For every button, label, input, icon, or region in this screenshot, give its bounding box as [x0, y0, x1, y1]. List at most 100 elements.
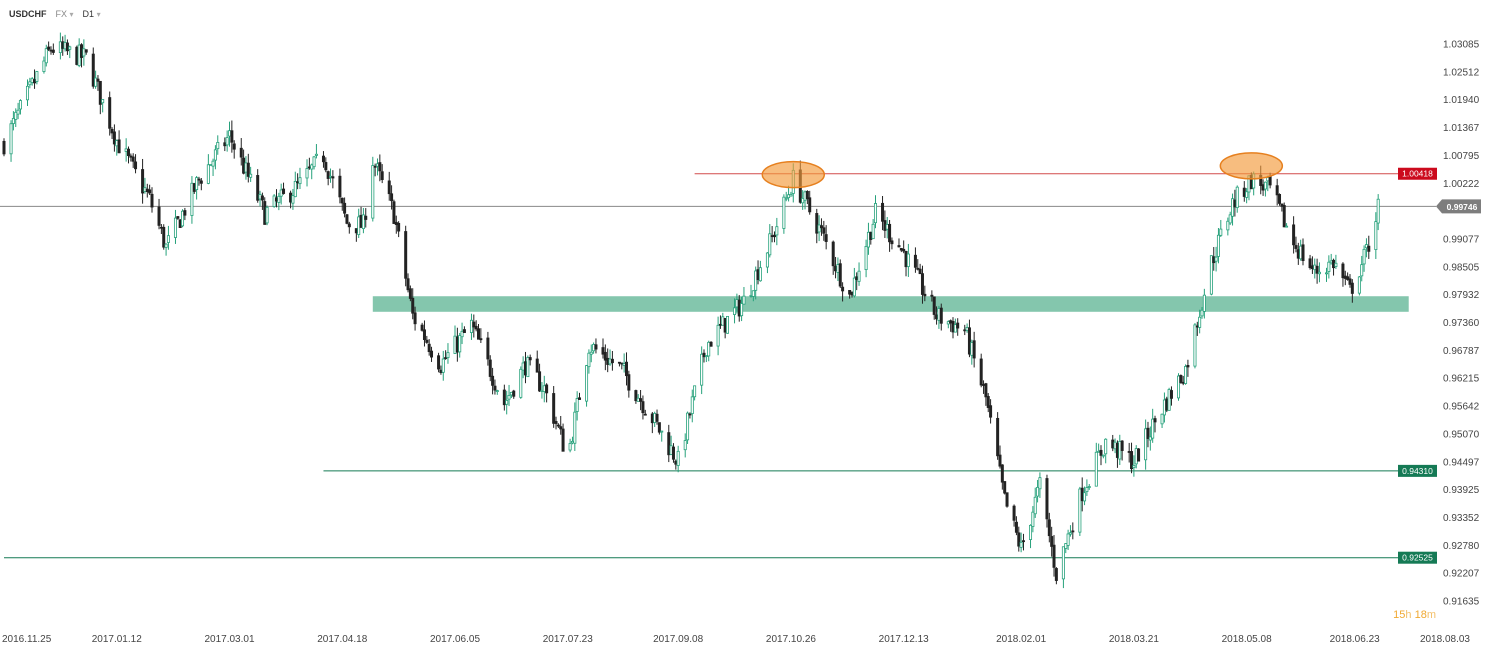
candle-body — [225, 137, 229, 146]
candle-body — [378, 162, 382, 172]
candle-body — [1012, 505, 1016, 521]
candle-body — [345, 214, 349, 224]
symbol-label[interactable]: USDCHF — [9, 9, 47, 19]
candle-body — [1080, 487, 1084, 502]
candle-body — [589, 351, 593, 355]
candle-body — [737, 299, 741, 317]
candle-body — [1162, 399, 1166, 416]
candle-body — [805, 191, 809, 200]
candle-body — [890, 240, 894, 245]
candle-body — [1332, 259, 1336, 269]
candle-body — [946, 321, 950, 325]
candle-body — [94, 77, 98, 87]
candle-body — [68, 46, 72, 50]
x-tick-label: 2018.02.01 — [996, 634, 1046, 645]
candle-body — [213, 149, 217, 161]
candle-body — [970, 342, 974, 356]
candle-body — [387, 180, 391, 195]
candle-body — [989, 405, 993, 418]
candle-body — [260, 195, 264, 201]
candle-body — [124, 148, 128, 152]
candle-body — [617, 361, 621, 364]
candle-body — [1313, 264, 1317, 271]
x-tick-label: 2017.01.12 — [92, 634, 142, 645]
candle-body — [972, 340, 976, 359]
timeframe-selector[interactable]: D1 ▾ — [83, 9, 101, 19]
candle-body — [1242, 187, 1246, 197]
y-tick-label: 0.92207 — [1443, 569, 1480, 580]
candle-body — [930, 294, 934, 297]
x-tick-label: 2018.08.03 — [1420, 634, 1470, 645]
candle-body — [9, 123, 13, 155]
support-price-tag — [1398, 551, 1437, 564]
y-tick-label: 0.97360 — [1443, 318, 1480, 329]
candle-body — [502, 389, 506, 406]
candle-body — [836, 264, 840, 273]
y-tick-label: 0.99077 — [1443, 234, 1480, 245]
candle-body — [1198, 316, 1202, 328]
candles-layer — [2, 32, 1380, 589]
candle-body — [1341, 263, 1345, 279]
candle-body — [1111, 439, 1115, 449]
candle-body — [1005, 492, 1009, 507]
y-tick-label: 1.00222 — [1443, 179, 1480, 190]
market-selector[interactable]: FX ▾ — [56, 9, 74, 19]
candle-body — [282, 188, 286, 194]
candle-body — [397, 222, 401, 232]
candle-body — [1099, 449, 1103, 456]
candle-body — [371, 165, 375, 219]
candle-body — [11, 118, 15, 124]
candle-body — [939, 307, 943, 324]
candle-body — [1061, 546, 1065, 580]
candle-body — [195, 177, 199, 191]
support-price-tag — [1398, 464, 1437, 477]
candle-body — [967, 327, 971, 355]
highlight-ellipse — [761, 160, 826, 189]
candle-body — [1360, 264, 1364, 277]
candle-body — [1346, 276, 1350, 280]
candle-body — [1068, 532, 1072, 535]
candle-body — [373, 165, 377, 168]
candle-body — [1184, 366, 1188, 384]
candle-body — [906, 253, 910, 267]
candle-body — [716, 324, 720, 347]
candle-body — [749, 294, 753, 297]
candle-body — [477, 328, 481, 340]
candle-body — [1268, 175, 1272, 186]
candle-body — [84, 49, 88, 53]
candle-body — [784, 197, 788, 200]
candle-body — [150, 193, 154, 208]
candle-body — [594, 344, 598, 350]
candle-body — [559, 426, 563, 430]
candle-body — [1052, 544, 1056, 568]
candle-body — [657, 422, 661, 433]
candle-body — [359, 214, 363, 228]
timer-minutes-unit: m — [1426, 609, 1436, 621]
candle-body — [667, 432, 671, 456]
candle-body — [509, 391, 513, 396]
candle-body — [841, 286, 845, 292]
candle-body — [984, 383, 988, 398]
candle-body — [242, 157, 246, 174]
candle-body — [47, 46, 51, 50]
candle-body — [293, 180, 297, 198]
y-tick-label: 0.94497 — [1443, 457, 1480, 468]
candle-body — [979, 358, 983, 386]
candle-body — [690, 396, 694, 415]
candle-body — [279, 189, 283, 197]
candle-body — [430, 350, 434, 358]
candle-body — [538, 371, 542, 392]
candle-body — [1301, 244, 1305, 262]
candle-body — [101, 98, 105, 104]
candle-body — [143, 187, 147, 192]
candle-body — [1017, 532, 1021, 547]
candle-body — [1094, 451, 1098, 487]
y-tick-label: 1.03085 — [1443, 40, 1480, 51]
candle-body — [1167, 389, 1171, 411]
candle-body — [190, 182, 194, 216]
candle-body — [650, 413, 654, 424]
candle-body — [1179, 375, 1183, 383]
candle-body — [157, 206, 161, 226]
candle-body — [131, 156, 135, 162]
